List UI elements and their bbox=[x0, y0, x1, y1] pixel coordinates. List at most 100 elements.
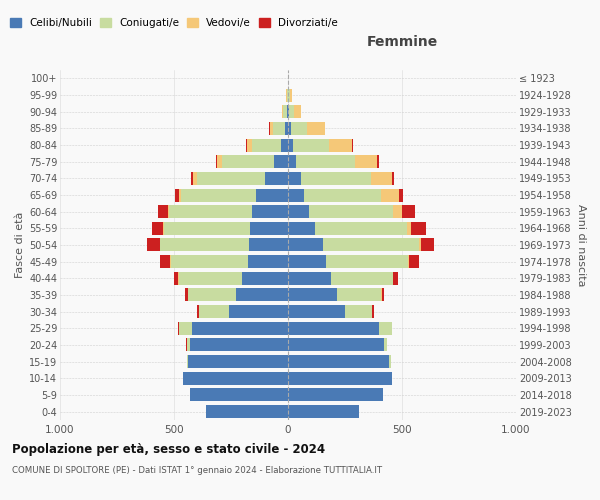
Bar bbox=[288, 138, 293, 151]
Bar bbox=[284, 122, 288, 135]
Bar bbox=[288, 222, 316, 235]
Bar bbox=[419, 238, 421, 252]
Bar bbox=[384, 338, 387, 351]
Bar bbox=[288, 188, 304, 202]
Bar bbox=[187, 338, 190, 351]
Bar bbox=[408, 255, 409, 268]
Bar bbox=[288, 105, 289, 118]
Bar bbox=[345, 305, 373, 318]
Bar bbox=[411, 222, 426, 235]
Bar bbox=[373, 305, 374, 318]
Bar bbox=[323, 238, 419, 252]
Bar bbox=[242, 272, 288, 285]
Text: Femmine: Femmine bbox=[367, 35, 437, 49]
Bar bbox=[249, 238, 288, 252]
Bar bbox=[288, 122, 291, 135]
Bar bbox=[308, 205, 393, 218]
Bar bbox=[183, 372, 288, 385]
Bar bbox=[270, 122, 273, 135]
Bar bbox=[421, 238, 434, 252]
Bar bbox=[394, 272, 398, 285]
Bar bbox=[179, 188, 181, 202]
Bar bbox=[407, 222, 411, 235]
Bar bbox=[229, 305, 288, 318]
Legend: Celibi/Nubili, Coniugati/e, Vedovi/e, Divorziati/e: Celibi/Nubili, Coniugati/e, Vedovi/e, Di… bbox=[8, 16, 340, 30]
Bar bbox=[250, 222, 288, 235]
Bar bbox=[288, 355, 389, 368]
Bar bbox=[288, 288, 337, 302]
Y-axis label: Anni di nascita: Anni di nascita bbox=[576, 204, 586, 286]
Bar bbox=[164, 222, 250, 235]
Bar bbox=[251, 205, 288, 218]
Bar bbox=[289, 88, 290, 102]
Bar bbox=[247, 138, 251, 151]
Bar bbox=[392, 172, 394, 185]
Bar bbox=[288, 405, 359, 418]
Bar bbox=[294, 105, 301, 118]
Bar bbox=[169, 205, 251, 218]
Text: COMUNE DI SPOLTORE (PE) - Dati ISTAT 1° gennaio 2024 - Elaborazione TUTTITALIA.I: COMUNE DI SPOLTORE (PE) - Dati ISTAT 1° … bbox=[12, 466, 382, 475]
Bar bbox=[216, 155, 217, 168]
Bar bbox=[248, 255, 288, 268]
Bar bbox=[217, 155, 222, 168]
Bar bbox=[188, 288, 236, 302]
Bar bbox=[256, 188, 288, 202]
Bar bbox=[190, 388, 288, 402]
Bar bbox=[152, 222, 163, 235]
Bar bbox=[382, 188, 398, 202]
Bar bbox=[191, 172, 193, 185]
Bar bbox=[187, 355, 188, 368]
Bar bbox=[291, 122, 307, 135]
Bar bbox=[181, 188, 256, 202]
Bar bbox=[199, 305, 229, 318]
Text: Popolazione per età, sesso e stato civile - 2024: Popolazione per età, sesso e stato civil… bbox=[12, 442, 325, 456]
Bar bbox=[288, 272, 331, 285]
Bar bbox=[288, 238, 323, 252]
Bar bbox=[160, 238, 249, 252]
Bar bbox=[389, 355, 391, 368]
Bar bbox=[174, 272, 178, 285]
Bar bbox=[193, 172, 197, 185]
Bar bbox=[265, 172, 288, 185]
Bar bbox=[288, 205, 308, 218]
Bar bbox=[290, 88, 292, 102]
Bar bbox=[409, 255, 419, 268]
Bar bbox=[158, 205, 168, 218]
Bar bbox=[163, 222, 164, 235]
Bar bbox=[287, 105, 288, 118]
Bar bbox=[288, 255, 326, 268]
Bar bbox=[352, 138, 353, 151]
Bar bbox=[179, 272, 242, 285]
Bar bbox=[288, 305, 345, 318]
Bar bbox=[288, 338, 384, 351]
Bar bbox=[246, 138, 247, 151]
Bar bbox=[281, 138, 288, 151]
Bar bbox=[148, 238, 160, 252]
Bar bbox=[192, 322, 288, 335]
Bar bbox=[222, 155, 274, 168]
Bar bbox=[281, 105, 283, 118]
Bar bbox=[296, 155, 355, 168]
Bar bbox=[188, 355, 288, 368]
Bar bbox=[178, 322, 179, 335]
Bar bbox=[170, 255, 248, 268]
Bar bbox=[168, 205, 169, 218]
Bar bbox=[288, 322, 379, 335]
Bar bbox=[251, 138, 281, 151]
Bar bbox=[301, 172, 371, 185]
Bar bbox=[377, 155, 379, 168]
Bar bbox=[160, 255, 170, 268]
Bar bbox=[293, 138, 329, 151]
Bar bbox=[393, 205, 402, 218]
Bar bbox=[197, 305, 199, 318]
Bar bbox=[304, 188, 382, 202]
Bar bbox=[288, 155, 296, 168]
Bar bbox=[197, 172, 265, 185]
Y-axis label: Fasce di età: Fasce di età bbox=[14, 212, 25, 278]
Bar bbox=[398, 188, 403, 202]
Bar bbox=[273, 122, 284, 135]
Bar bbox=[382, 288, 385, 302]
Bar bbox=[326, 255, 408, 268]
Bar bbox=[402, 205, 415, 218]
Bar bbox=[190, 338, 288, 351]
